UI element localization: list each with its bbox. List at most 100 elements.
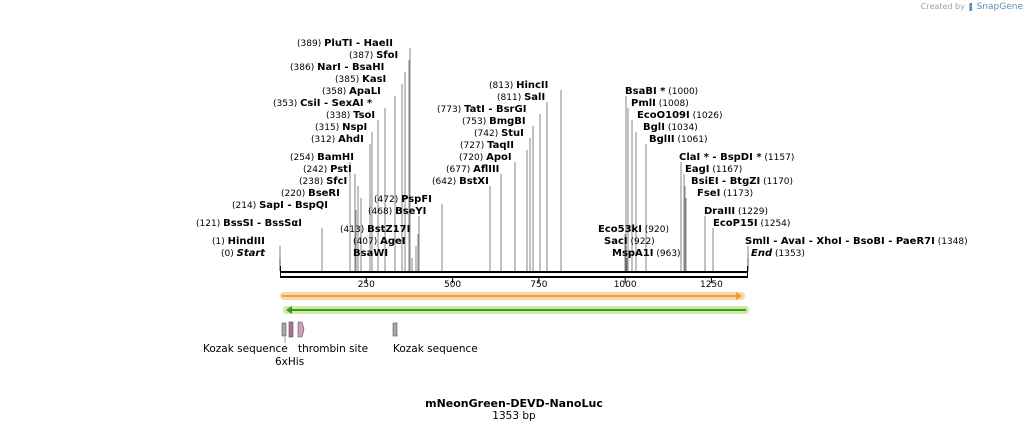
- site-name: KasI: [362, 74, 386, 85]
- site-pos: (312): [311, 135, 335, 145]
- restriction-site-label[interactable]: (413) BstZ17I: [340, 224, 410, 235]
- restriction-site-label[interactable]: (242) PstI: [303, 164, 352, 175]
- restriction-site-label[interactable]: (389) PluTI - HaeII: [297, 38, 393, 49]
- site-name5: PaeR7I: [896, 236, 935, 247]
- restriction-site-label[interactable]: FseI (1173): [697, 188, 753, 199]
- site-name: ApoI: [486, 152, 512, 163]
- snapgene-logo-icon: ❚: [967, 2, 975, 11]
- site-name: NarI: [317, 62, 341, 73]
- orf-forward[interactable]: [280, 292, 745, 300]
- restriction-site-label[interactable]: (1) HindIII: [212, 236, 265, 247]
- ruler: 250 500 750 1000 1250: [358, 278, 723, 290]
- site-name: BmgBI: [489, 116, 526, 127]
- site-pos: (1348): [938, 237, 968, 247]
- restriction-site-label[interactable]: (677) AflIII: [446, 164, 499, 175]
- feature-thrombin-site[interactable]: [297, 321, 305, 338]
- ruler-tick-label: 1000: [614, 280, 637, 290]
- restriction-site-label[interactable]: (387) SfoI: [349, 50, 398, 61]
- restriction-site-label[interactable]: EagI (1167): [685, 164, 742, 175]
- map-title: mNeonGreen-DEVD-NanoLuc: [425, 397, 603, 410]
- restriction-site-label[interactable]: (385) KasI: [335, 74, 386, 85]
- restriction-site-label[interactable]: (315) NspI: [315, 122, 367, 133]
- restriction-site-label[interactable]: BsaBI * (1000): [625, 86, 698, 97]
- restriction-site-label[interactable]: Eco53kI (920): [598, 224, 669, 235]
- site-name: ClaI *: [679, 152, 710, 163]
- restriction-site-label[interactable]: ClaI * - BspDI * (1157): [679, 152, 794, 163]
- site-separator: -: [485, 104, 496, 115]
- feature-label-kozak-2: Kozak sequence: [393, 343, 478, 355]
- restriction-site-label[interactable]: (727) TaqII: [460, 140, 514, 151]
- site-pos: (1173): [723, 189, 753, 199]
- restriction-site-label[interactable]: SacI (922): [604, 236, 655, 247]
- feature-6xhis[interactable]: [288, 321, 294, 338]
- restriction-site-label[interactable]: (742) StuI: [474, 128, 524, 139]
- restriction-site-label[interactable]: (0) Start: [221, 248, 266, 259]
- feature-kozak-2[interactable]: [392, 322, 398, 337]
- restriction-site-label[interactable]: (312) AhdI: [311, 134, 364, 145]
- restriction-site-label[interactable]: (811) SalI: [497, 92, 545, 103]
- restriction-site-label[interactable]: EcoO109I (1026): [637, 110, 723, 121]
- site-name: Start: [237, 248, 267, 259]
- site-pos: (358): [322, 87, 346, 97]
- restriction-site-label[interactable]: (338) TsoI: [326, 110, 375, 121]
- restriction-site-label[interactable]: DraIII (1229): [704, 206, 768, 217]
- site-separator: -: [284, 200, 295, 211]
- site-separator: -: [719, 176, 730, 187]
- site-pos: (1229): [738, 207, 768, 217]
- site-name: PluTI: [324, 38, 352, 49]
- restriction-site-label[interactable]: SmlI - AvaI - XhoI - BsoBI - PaeR7I (134…: [745, 236, 968, 247]
- site-name: AflIII: [473, 164, 499, 175]
- feature-kozak-1[interactable]: [281, 322, 287, 337]
- site-pos: (1026): [693, 111, 723, 121]
- restriction-site-label[interactable]: (220) BseRI: [281, 188, 340, 199]
- orf-forward-arrowhead: [736, 292, 742, 300]
- backbone-bottom-strand: [280, 276, 748, 278]
- backbone-start-cap: [280, 266, 281, 278]
- restriction-site-label[interactable]: BsiEI - BtgZI (1170): [691, 176, 793, 187]
- site-pos: (238): [299, 177, 323, 187]
- ruler-tick-label: 500: [444, 280, 461, 290]
- site-pos: (220): [281, 189, 305, 199]
- site-name2: HaeII: [364, 38, 393, 49]
- site-pos: (472): [374, 195, 398, 205]
- restriction-site-label[interactable]: (472) PspFI: [374, 194, 432, 205]
- restriction-site-label[interactable]: (773) TatI - BsrGI: [437, 104, 526, 115]
- restriction-site-label[interactable]: BglII (1061): [649, 134, 707, 145]
- orf-reverse[interactable]: [283, 306, 749, 314]
- restriction-site-label[interactable]: EcoP15I (1254): [713, 218, 790, 229]
- credit-prefix: Created by: [920, 2, 965, 11]
- restriction-site-label[interactable]: (353) CsiI - SexAI *: [273, 98, 373, 109]
- site-name2: BsrGI: [496, 104, 526, 115]
- site-name: Eco53kI: [598, 224, 642, 235]
- restriction-site-label[interactable]: (468) BseYI: [368, 206, 426, 217]
- restriction-site-label[interactable]: (121) BssSI - BssSαI: [196, 218, 302, 229]
- site-labels: (389) PluTI - HaeII(387) SfoI(386) NarI …: [196, 38, 968, 259]
- restriction-site-label[interactable]: BsaWI: [353, 248, 388, 259]
- restriction-site-label[interactable]: (386) NarI - BsaHI: [290, 62, 384, 73]
- site-name2: SexAI *: [332, 98, 373, 109]
- restriction-site-label[interactable]: (753) BmgBI: [462, 116, 526, 127]
- feature-label-6xhis: 6xHis: [275, 356, 304, 368]
- restriction-site-label[interactable]: MspA1I (963): [612, 248, 681, 259]
- site-pos: (963): [656, 249, 680, 259]
- restriction-site-label[interactable]: (720) ApoI: [459, 152, 512, 163]
- restriction-site-label[interactable]: (642) BstXI: [432, 176, 489, 187]
- restriction-site-label[interactable]: (358) ApaLI: [322, 86, 381, 97]
- site-name: SfoI: [376, 50, 398, 61]
- restriction-site-label[interactable]: (214) SapI - BspQI: [232, 200, 328, 211]
- site-name: AhdI: [338, 134, 364, 145]
- restriction-site-label[interactable]: (407) AgeI: [353, 236, 405, 247]
- site-pos: (413): [340, 225, 364, 235]
- restriction-site-label[interactable]: PmlI (1008): [631, 98, 689, 109]
- site-name: ApaLI: [349, 86, 381, 97]
- site-pos: (387): [349, 51, 373, 61]
- site-pos: (407): [353, 237, 377, 247]
- site-pos: (1254): [760, 219, 790, 229]
- restriction-site-label[interactable]: End (1353): [751, 248, 805, 259]
- site-separator: -: [842, 236, 853, 247]
- site-pos: (214): [232, 201, 256, 211]
- restriction-site-label[interactable]: (238) SfcI: [299, 176, 347, 187]
- restriction-site-label[interactable]: BglI (1034): [643, 122, 698, 133]
- restriction-site-label[interactable]: (254) BamHI: [290, 152, 354, 163]
- restriction-site-label[interactable]: (813) HincII: [489, 80, 548, 91]
